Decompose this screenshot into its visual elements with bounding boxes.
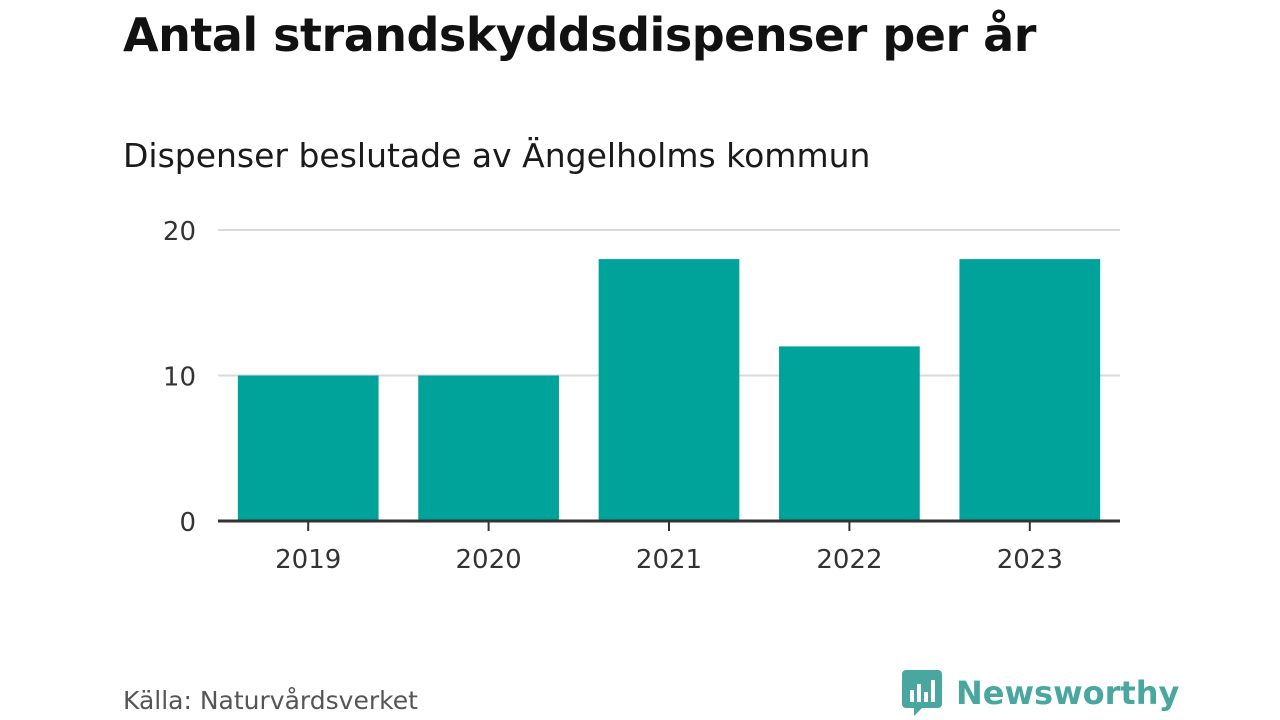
x-tick-label: 2019 [275, 545, 341, 575]
y-tick-label: 10 [163, 363, 196, 393]
bar-2023[interactable]: 2023: 18 [959, 259, 1101, 521]
chart-title: Antal strandskyddsdispenser per år [123, 8, 1036, 62]
tick-labels: 0 10 20 2019 2020 2021 2022 2023 [163, 217, 1063, 575]
newsworthy-logo-icon [902, 670, 942, 716]
bar-2020[interactable]: 2020: 10 [418, 375, 559, 522]
y-tick-label: 20 [163, 217, 196, 247]
brand-logo[interactable]: Newsworthy [902, 668, 1179, 718]
bar-2019[interactable]: 2019: 10 [237, 375, 379, 522]
bar-2021[interactable]: 2021: 18 [598, 259, 740, 521]
x-tick-label: 2020 [456, 545, 522, 575]
brand-name: Newsworthy [956, 674, 1180, 712]
x-axis [218, 519, 1120, 531]
chart-subtitle: Dispenser beslutade av Ängelholms kommun [123, 136, 871, 175]
source-note: Källa: Naturvårdsverket [123, 686, 418, 715]
y-tick-label: 0 [179, 508, 196, 538]
x-tick-label: 2023 [997, 545, 1063, 575]
bars: 2019: 10 2020: 10 2021: 18 2022: 12 2023: 18 [237, 259, 1101, 522]
bar-2022[interactable]: 2022: 12 [779, 346, 920, 521]
x-tick-label: 2021 [636, 545, 702, 575]
x-tick-label: 2022 [816, 545, 882, 575]
